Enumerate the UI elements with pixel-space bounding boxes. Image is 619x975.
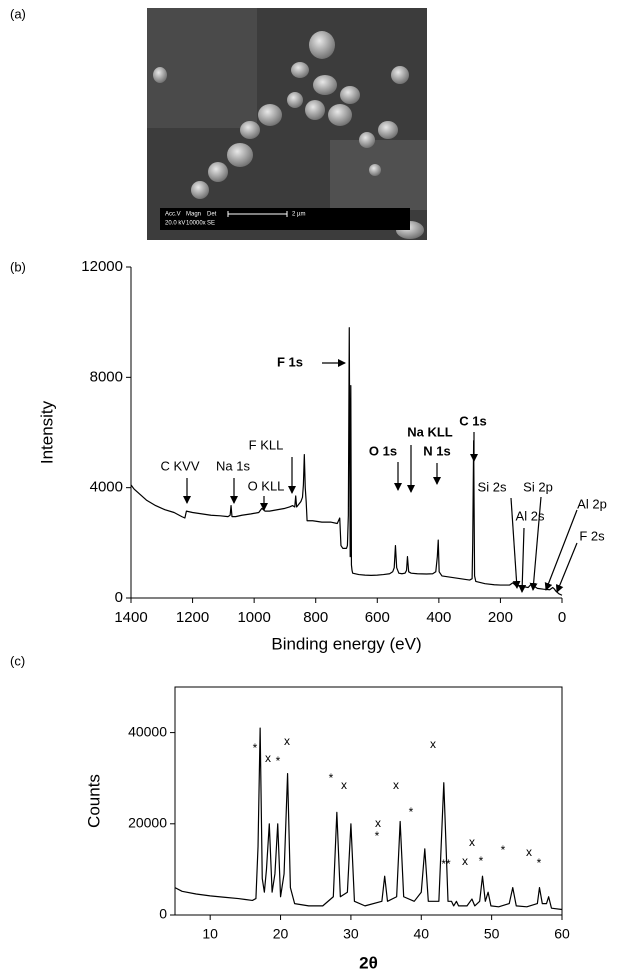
annotation: x <box>265 751 271 765</box>
panel-label: (b) <box>10 259 26 274</box>
particle <box>153 67 167 83</box>
annotation: x <box>393 778 399 792</box>
annotation-arrow <box>529 496 542 591</box>
annotation: x <box>341 778 347 792</box>
annotation: * <box>537 856 542 870</box>
sem-image: Acc.V Magn Det 20.0 kV 10000x SE 2 µm <box>147 8 427 240</box>
annotation: F 1s <box>277 354 303 369</box>
sem-region <box>330 140 427 210</box>
particle <box>378 121 398 139</box>
particle <box>240 121 260 139</box>
spectrum-line <box>130 327 563 596</box>
x-tick-label: 10 <box>202 926 218 942</box>
sem-region <box>147 8 257 128</box>
annotation: O 1s <box>369 443 397 458</box>
annotation: F 2s <box>579 528 605 543</box>
annotation: Al 2s <box>516 508 545 523</box>
x-tick-label: 600 <box>365 609 390 626</box>
x-tick-label: 40 <box>413 926 429 942</box>
y-axis-title: Intensity <box>37 400 56 464</box>
annotation: Al 2p <box>577 496 607 511</box>
x-axis-title: 2θ <box>359 953 378 972</box>
panel-label: (c) <box>10 653 25 668</box>
plot-frame <box>174 686 563 916</box>
annotation: * <box>375 829 380 843</box>
info-label: Acc.V <box>165 212 181 218</box>
x-tick-label: 200 <box>488 609 513 626</box>
x-tick-label: 1000 <box>237 609 270 626</box>
annotation: x <box>526 845 532 859</box>
x-tick-label: 800 <box>303 609 328 626</box>
particle <box>291 62 309 78</box>
x-tick-label: 0 <box>558 609 566 626</box>
x-tick-label: 400 <box>426 609 451 626</box>
particle <box>309 31 335 59</box>
particle <box>328 104 352 126</box>
annotation: N 1s <box>423 443 450 458</box>
annotation-arrow <box>518 527 527 593</box>
annotation: * <box>501 843 506 857</box>
y-tick-label: 8000 <box>90 368 123 385</box>
annotation: x <box>462 854 468 868</box>
particles <box>153 31 424 239</box>
spectrum-line <box>174 727 563 911</box>
annotation: C 1s <box>459 413 486 428</box>
annotation: x <box>284 734 290 748</box>
annotation-arrow <box>555 542 578 593</box>
annotation-arrow <box>544 509 578 591</box>
particle <box>191 181 209 199</box>
particle <box>305 100 325 120</box>
info-label: Magn <box>186 212 201 218</box>
x-tick-label: 60 <box>554 926 570 942</box>
x-tick-label: 1200 <box>176 609 209 626</box>
x-tick-label: 20 <box>273 926 289 942</box>
annotation: O KLL <box>248 478 285 493</box>
y-tick-label: 0 <box>115 589 123 606</box>
annotation: x <box>375 816 381 830</box>
particle <box>391 66 409 84</box>
scale-bar-label: 2 µm <box>292 212 305 218</box>
annotation: F KLL <box>249 437 284 452</box>
info-value: 10000x <box>186 221 206 227</box>
annotation: x <box>430 737 436 751</box>
info-value: SE <box>207 221 215 227</box>
annotation: * <box>479 854 484 868</box>
y-tick-label: 4000 <box>90 479 123 496</box>
annotation: * <box>329 771 334 785</box>
x-tick-label: 30 <box>343 926 359 942</box>
particle <box>313 75 337 95</box>
particle <box>359 132 375 148</box>
info-value: 20.0 kV <box>165 221 185 227</box>
annotation: * <box>409 805 414 819</box>
info-label: Det <box>207 212 217 218</box>
annotation: C KVV <box>160 458 199 473</box>
particle <box>369 164 381 176</box>
y-axis-title: Counts <box>84 774 103 828</box>
x-tick-label: 1400 <box>114 609 147 626</box>
x-axis-title: Binding energy (eV) <box>271 634 421 653</box>
particle <box>227 143 253 167</box>
annotation: Na 1s <box>216 458 250 473</box>
annotation-arrow <box>510 497 521 589</box>
annotation: * <box>276 754 281 768</box>
y-tick-label: 40000 <box>128 723 167 739</box>
particle <box>208 162 228 182</box>
y-tick-label: 20000 <box>128 815 167 831</box>
particle <box>258 104 282 126</box>
info-bar <box>160 208 410 230</box>
annotation: x <box>469 835 475 849</box>
annotation: * <box>253 741 258 755</box>
annotation: Si 2p <box>523 479 553 494</box>
panel-label: (a) <box>10 6 26 21</box>
y-tick-label: 12000 <box>81 258 123 275</box>
particle <box>340 86 360 104</box>
annotation: Na KLL <box>407 424 453 439</box>
annotation: Si 2s <box>478 479 507 494</box>
y-tick-label: 0 <box>159 906 167 922</box>
annotation: ** <box>441 857 451 871</box>
particle <box>287 92 303 108</box>
x-tick-label: 50 <box>484 926 500 942</box>
